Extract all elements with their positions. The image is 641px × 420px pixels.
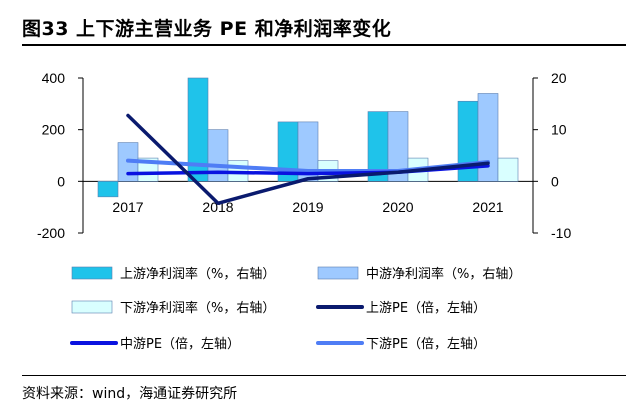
left-tick-label: 200 [42,122,66,138]
source-note: 资料来源：wind，海通证券研究所 [22,386,238,402]
footer-divider [22,375,626,376]
legend-midstream-margin-label: 中游净利润率（%，右轴） [366,266,521,282]
category-label: 2018 [202,199,233,215]
legend-downstream-margin-swatch [71,300,113,314]
left-tick-label: 400 [42,70,66,86]
category-label: 2017 [112,199,143,215]
midstream-margin-bar [387,111,409,182]
category-label: 2020 [382,199,413,215]
category-label: 2019 [292,199,323,215]
chart-title: 图33 上下游主营业务 PE 和净利润率变化 [22,18,392,40]
legend-midstream-margin-swatch [317,266,359,280]
right-tick-label: -10 [551,225,571,241]
right-tick-label: 0 [551,173,559,189]
midstream-margin-bar [477,93,499,182]
legend-upstream-margin-swatch [71,266,113,280]
legend-downstream-pe-label: 下游PE（倍，左轴） [366,337,486,352]
upstream-pe-line [126,113,490,206]
category-label: 2021 [472,199,503,215]
legend-upstream-margin-label: 上游净利润率（%，右轴） [120,266,275,282]
legend-upstream-pe-label: 上游PE（倍，左轴） [366,301,486,316]
right-tick-label: 10 [551,122,567,138]
midstream-margin-bar [297,121,319,182]
left-tick-label: -200 [37,225,65,241]
left-tick-label: 0 [57,173,65,189]
downstream-margin-bar [497,157,519,182]
title-bar: 图33 上下游主营业务 PE 和净利润率变化 [22,10,626,46]
midstream-margin-bar [207,129,229,182]
upstream-margin-bar [97,181,119,198]
legend-downstream-margin-label: 下游净利润率（%，右轴） [120,300,275,316]
right-tick-label: 20 [551,70,567,86]
legend-midstream-pe-label: 中游PE（倍，左轴） [120,337,240,352]
